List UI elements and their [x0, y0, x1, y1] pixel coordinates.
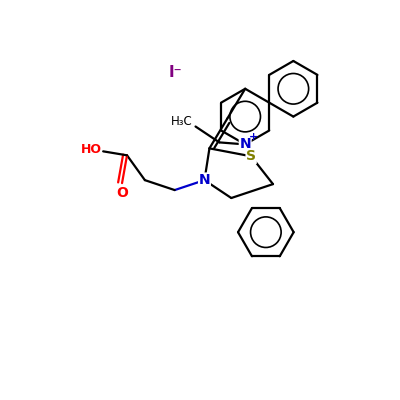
- Text: I⁻: I⁻: [168, 65, 182, 80]
- Text: N: N: [199, 173, 210, 187]
- Text: N: N: [239, 137, 251, 151]
- Text: O: O: [116, 186, 128, 200]
- Text: +: +: [248, 132, 258, 142]
- Text: H₃C: H₃C: [171, 115, 192, 128]
- Text: S: S: [246, 149, 256, 163]
- Text: HO: HO: [81, 143, 102, 156]
